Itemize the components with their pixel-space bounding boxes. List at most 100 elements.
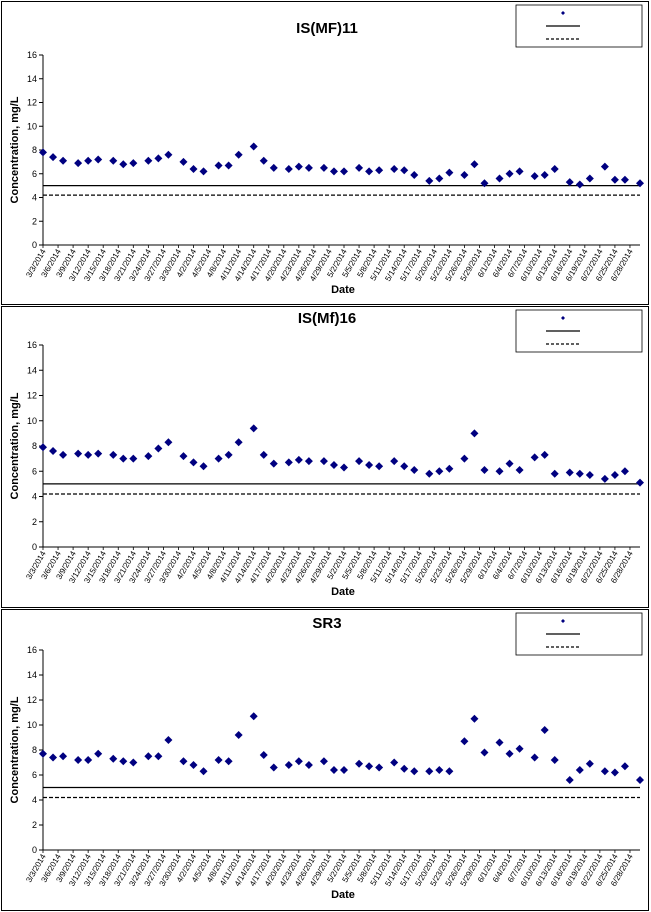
data-point [154, 154, 163, 163]
data-point [600, 767, 609, 776]
data-point [480, 179, 489, 188]
panel-frame [1, 1, 649, 305]
data-point [600, 474, 609, 483]
data-point [400, 764, 409, 773]
y-tick-label: 4 [32, 193, 37, 203]
data-point [234, 150, 243, 159]
data-point [179, 157, 188, 166]
data-point [460, 170, 469, 179]
data-point [515, 167, 524, 176]
legend-marker [561, 316, 565, 320]
y-tick-label: 12 [27, 695, 37, 705]
data-point [600, 162, 609, 171]
data-point [470, 429, 479, 438]
data-point [355, 457, 364, 466]
data-point [540, 450, 549, 459]
data-point [470, 714, 479, 723]
data-point [144, 452, 153, 461]
data-point [84, 156, 93, 165]
data-point [119, 757, 128, 766]
data-point [329, 766, 338, 774]
data-point [234, 731, 243, 739]
data-point [304, 761, 313, 769]
data-point [49, 153, 58, 162]
data-point [249, 712, 258, 721]
data-point [445, 767, 454, 776]
data-point [445, 464, 454, 473]
data-point [284, 165, 293, 173]
data-point [390, 165, 399, 173]
data-point [400, 166, 409, 175]
data-point [269, 163, 278, 172]
data-point [355, 759, 364, 768]
data-point [129, 159, 138, 168]
data-point [375, 462, 384, 471]
data-point [294, 757, 303, 766]
data-point [39, 749, 47, 758]
data-point [540, 726, 549, 734]
chart-title: IS(MF)11 [296, 20, 358, 37]
data-point [304, 457, 313, 466]
data-point [460, 737, 469, 746]
y-tick-label: 0 [32, 845, 37, 855]
data-point [495, 738, 504, 747]
data-point [129, 758, 138, 767]
y-tick-label: 10 [27, 416, 37, 426]
data-point [575, 766, 584, 774]
data-point [610, 471, 619, 480]
data-point [39, 443, 47, 452]
data-point [49, 447, 58, 456]
data-point [109, 156, 118, 165]
data-point [214, 161, 223, 170]
y-tick-label: 8 [32, 745, 37, 755]
data-point [74, 449, 83, 458]
data-point [164, 150, 173, 159]
data-point [109, 754, 118, 763]
legend-marker [561, 619, 565, 623]
data-point [74, 159, 83, 168]
data-point [109, 450, 118, 459]
data-point [284, 761, 293, 769]
data-point [84, 450, 93, 459]
data-point [340, 463, 349, 472]
data-point [355, 163, 364, 172]
data-point [74, 756, 83, 764]
data-point [164, 736, 173, 744]
data-point [199, 767, 208, 776]
data-point [224, 450, 233, 459]
y-tick-label: 2 [32, 820, 37, 830]
data-point [224, 161, 233, 170]
data-point [505, 459, 514, 468]
data-point [129, 454, 138, 463]
data-point [365, 167, 374, 176]
x-axis-label: Date [331, 284, 355, 296]
data-point [249, 142, 258, 151]
data-point [144, 752, 153, 761]
data-point [119, 160, 128, 169]
data-point [49, 753, 58, 762]
data-point [249, 424, 258, 433]
data-point [224, 757, 233, 766]
data-point [329, 460, 338, 469]
data-point [550, 165, 559, 173]
legend [515, 4, 643, 48]
data-point [390, 457, 399, 466]
legend [515, 612, 643, 656]
data-point [620, 175, 629, 184]
legend [515, 309, 643, 353]
data-point [154, 752, 163, 761]
data-point [480, 748, 489, 757]
data-point [214, 454, 223, 463]
data-point [495, 467, 504, 476]
y-tick-label: 4 [32, 795, 37, 805]
data-point [375, 166, 384, 175]
data-point [84, 756, 93, 764]
y-tick-label: 12 [27, 391, 37, 401]
data-point [154, 444, 163, 453]
data-point [59, 156, 68, 165]
chart-panel-2: IS(Mf)16 Concentration, mg/L 0 2 4 6 8 10 12 14 16… [1, 306, 649, 608]
data-point [585, 174, 594, 183]
y-axis-label: Concentration, mg/L [9, 696, 21, 803]
data-point [304, 163, 313, 172]
